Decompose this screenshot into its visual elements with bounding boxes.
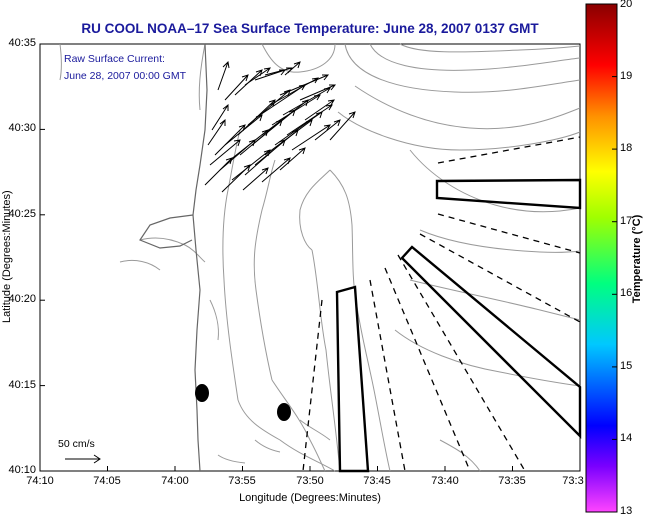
surface-current-vectors <box>204 60 356 193</box>
colorbar-tick-label: 19 <box>620 70 633 82</box>
x-tick-label: 73:55 <box>228 475 256 487</box>
colorbar-tick-label: 14 <box>620 432 633 444</box>
colorbar-label: Temperature (°C) <box>631 214 643 304</box>
boundary-polygon-north <box>435 178 582 210</box>
temperature-colorbar <box>585 3 618 513</box>
x-tick-label: 73:3 <box>562 475 584 487</box>
current-timestamp: June 28, 2007 00:00 GMT <box>64 70 186 82</box>
current-label: Raw Surface Current: <box>64 53 165 65</box>
y-tick-label: 40:35 <box>8 37 36 49</box>
colorbar-tick-label: 13 <box>620 505 633 517</box>
colorbar-tick-label: 18 <box>620 142 633 154</box>
x-tick-label: 73:45 <box>363 475 391 487</box>
y-tick-label: 40:30 <box>8 122 36 134</box>
y-tick-label: 40:25 <box>8 208 36 220</box>
plot-frame <box>39 43 581 472</box>
coastline <box>139 43 208 472</box>
bathymetry-contours <box>59 43 581 472</box>
restricted-areas <box>335 178 582 473</box>
boundary-polygon-west <box>335 285 370 473</box>
scale-label: 50 cm/s <box>58 438 95 450</box>
colorbar-tick-label: 16 <box>620 287 633 299</box>
dashed-boundaries <box>302 136 581 472</box>
boundary-polygon-east <box>400 245 582 439</box>
axis-tick-marks <box>39 43 513 472</box>
colorbar-tick-label: 20 <box>620 0 633 10</box>
scale-arrow <box>65 454 101 464</box>
x-tick-label: 74:05 <box>93 475 121 487</box>
x-tick-label: 73:50 <box>296 475 324 487</box>
colorbar-tick-label: 17 <box>620 215 633 227</box>
y-axis-label: Latitude (Degrees:Minutes) <box>1 190 13 323</box>
marker-ellipse <box>277 403 291 421</box>
colorbar-tick-marks <box>612 76 617 440</box>
x-tick-label: 74:10 <box>26 475 54 487</box>
map-title: RU COOL NOAA–17 Sea Surface Temperature:… <box>81 21 539 36</box>
x-tick-label: 73:35 <box>498 475 526 487</box>
x-tick-label: 73:40 <box>431 475 459 487</box>
x-axis-label: Longitude (Degrees:Minutes) <box>239 492 381 504</box>
y-tick-label: 40:10 <box>8 464 36 476</box>
marker-ellipse <box>195 384 209 402</box>
x-tick-label: 74:00 <box>161 475 189 487</box>
y-tick-label: 40:20 <box>8 293 36 305</box>
y-tick-label: 40:15 <box>8 379 36 391</box>
colorbar-tick-label: 15 <box>620 360 633 372</box>
